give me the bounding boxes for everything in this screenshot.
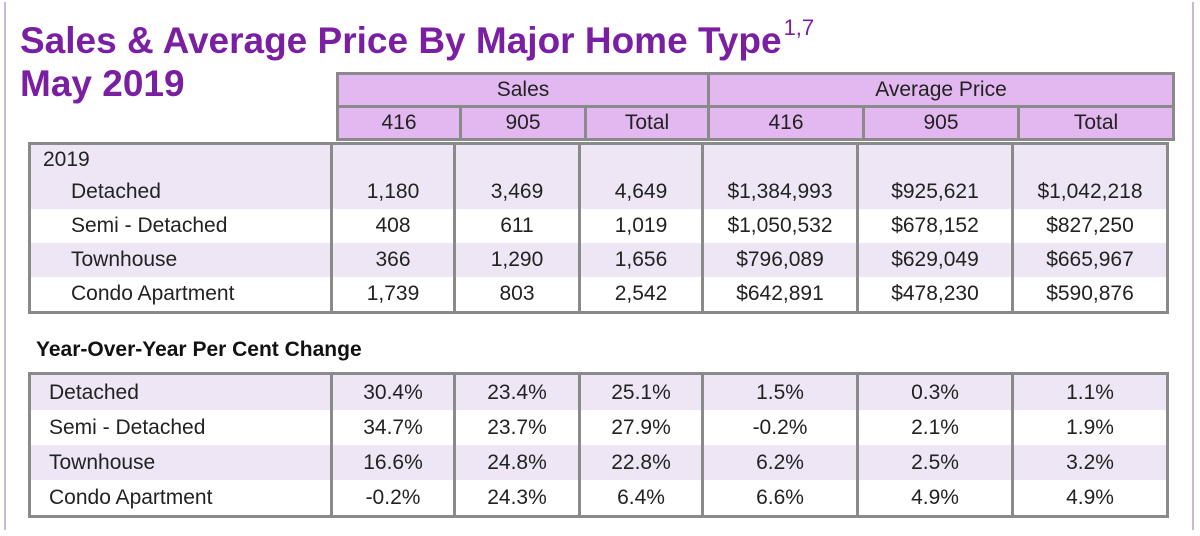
row-label: Townhouse — [28, 243, 333, 277]
table-row: Detached 30.4% 23.4% 25.1% 1.5% 0.3% 1.1… — [28, 373, 1169, 410]
cell: 1.5% — [701, 373, 859, 410]
cell: $629,049 — [856, 243, 1014, 277]
cell: $1,050,532 — [701, 209, 859, 243]
year-label: 2019 — [28, 143, 333, 175]
cell: $1,042,218 — [1011, 175, 1169, 209]
header-col-price-total: Total — [1017, 105, 1175, 141]
title-superscript: 1,7 — [783, 15, 815, 40]
cell: 408 — [330, 209, 456, 243]
table-row: Condo Apartment -0.2% 24.3% 6.4% 6.6% 4.… — [28, 480, 1169, 517]
row-label: Townhouse — [28, 445, 333, 480]
sales-2019-table: 2019 Detached 1,180 3,469 4,649 $1,384,9… — [28, 142, 1169, 314]
header-col-sales-416: 416 — [336, 105, 462, 141]
cell: 16.6% — [330, 445, 456, 480]
header-col-price-905: 905 — [862, 105, 1020, 141]
cell: 22.8% — [578, 445, 704, 480]
cell: $665,967 — [1011, 243, 1169, 277]
cell: $827,250 — [1011, 209, 1169, 243]
cell: 4.9% — [856, 480, 1014, 517]
cell: 2.5% — [856, 445, 1014, 480]
header-table: Sales Average Price 416 905 Total 416 90… — [336, 72, 1175, 141]
cell: 4.9% — [1011, 480, 1169, 517]
cell: 25.1% — [578, 373, 704, 410]
header-sales: Sales — [336, 72, 710, 108]
cell: 1.1% — [1011, 373, 1169, 410]
header-col-price-416: 416 — [707, 105, 865, 141]
cell: -0.2% — [701, 410, 859, 445]
cell: 0.3% — [856, 373, 1014, 410]
yoy-change-table: Detached 30.4% 23.4% 25.1% 1.5% 0.3% 1.1… — [28, 372, 1169, 518]
cell: 1,180 — [330, 175, 456, 209]
table-row: Townhouse 366 1,290 1,656 $796,089 $629,… — [28, 243, 1169, 277]
cell: $478,230 — [856, 277, 1014, 313]
row-label: Condo Apartment — [28, 277, 333, 313]
page-subtitle: May 2019 — [20, 63, 185, 104]
table-row: Condo Apartment 1,739 803 2,542 $642,891… — [28, 277, 1169, 313]
table-row: Townhouse 16.6% 24.8% 22.8% 6.2% 2.5% 3.… — [28, 445, 1169, 480]
row-label: Semi - Detached — [28, 410, 333, 445]
cell: $925,621 — [856, 175, 1014, 209]
table-row: 2019 — [28, 143, 1169, 175]
yoy-section-title: Year-Over-Year Per Cent Change — [36, 338, 362, 361]
row-label: Semi - Detached — [28, 209, 333, 243]
cell: 2,542 — [578, 277, 704, 313]
cell: -0.2% — [330, 480, 456, 517]
cell: 2.1% — [856, 410, 1014, 445]
row-label: Detached — [28, 373, 333, 410]
cell: 611 — [453, 209, 581, 243]
row-label: Condo Apartment — [28, 480, 333, 517]
cell: 27.9% — [578, 410, 704, 445]
cell: 1.9% — [1011, 410, 1169, 445]
table-row: Semi - Detached 408 611 1,019 $1,050,532… — [28, 209, 1169, 243]
table-row: Semi - Detached 34.7% 23.7% 27.9% -0.2% … — [28, 410, 1169, 445]
cell: 1,739 — [330, 277, 456, 313]
cell: 23.7% — [453, 410, 581, 445]
cell: 1,290 — [453, 243, 581, 277]
cell: 1,019 — [578, 209, 704, 243]
cell: 34.7% — [330, 410, 456, 445]
title-text: Sales & Average Price By Major Home Type — [20, 20, 782, 61]
cell: $678,152 — [856, 209, 1014, 243]
cell: 6.2% — [701, 445, 859, 480]
cell: 4,649 — [578, 175, 704, 209]
table-row: Detached 1,180 3,469 4,649 $1,384,993 $9… — [28, 175, 1169, 209]
cell: $1,384,993 — [701, 175, 859, 209]
row-label: Detached — [28, 175, 333, 209]
header-col-sales-905: 905 — [459, 105, 587, 141]
cell: 3,469 — [453, 175, 581, 209]
cell: 24.3% — [453, 480, 581, 517]
header-col-sales-total: Total — [584, 105, 710, 141]
header-average-price: Average Price — [707, 72, 1175, 108]
cell: $796,089 — [701, 243, 859, 277]
cell: 1,656 — [578, 243, 704, 277]
cell: 30.4% — [330, 373, 456, 410]
page-title: Sales & Average Price By Major Home Type… — [20, 6, 814, 63]
cell: $642,891 — [701, 277, 859, 313]
cell: 6.4% — [578, 480, 704, 517]
page-frame — [4, 2, 1194, 530]
cell: 803 — [453, 277, 581, 313]
cell: 3.2% — [1011, 445, 1169, 480]
cell: 366 — [330, 243, 456, 277]
cell: 6.6% — [701, 480, 859, 517]
cell: 24.8% — [453, 445, 581, 480]
cell: $590,876 — [1011, 277, 1169, 313]
cell: 23.4% — [453, 373, 581, 410]
